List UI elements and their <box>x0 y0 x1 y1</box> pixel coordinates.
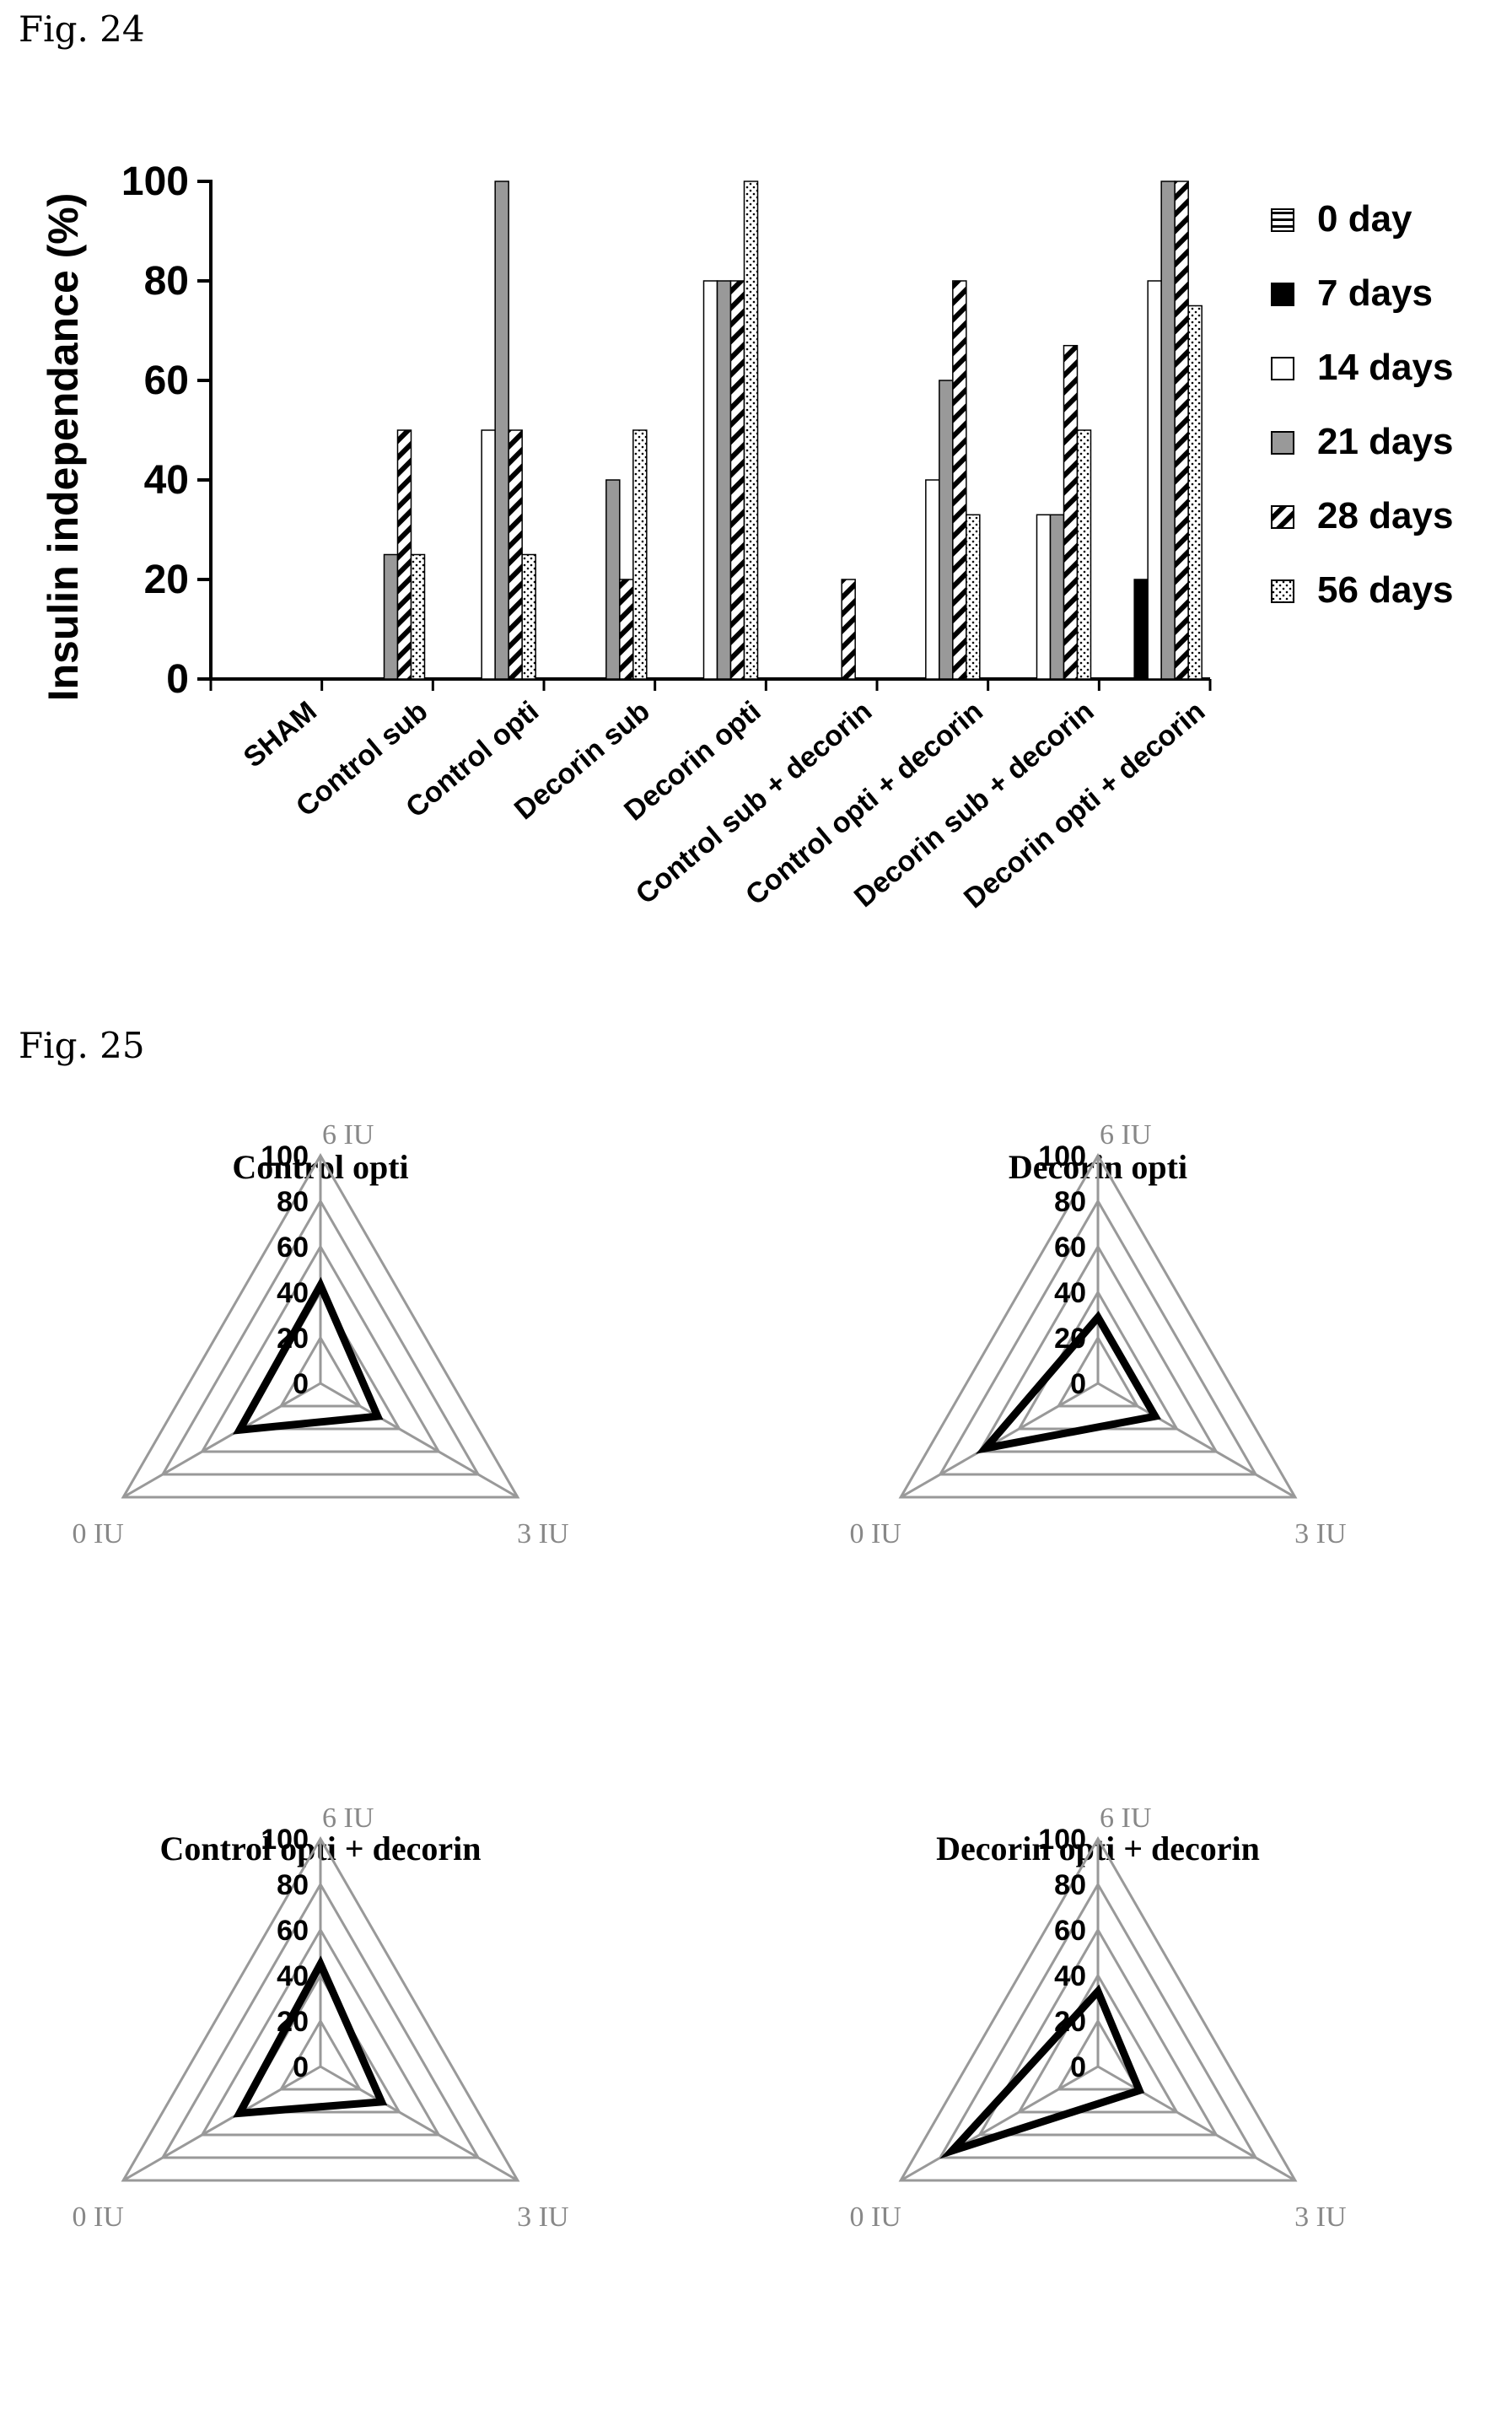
radar-data-series <box>232 1276 384 1435</box>
radar-axis-label: 3 IU <box>517 2202 568 2233</box>
radar-grid-ring <box>278 2018 363 2091</box>
radar-tick-label: 40 <box>1054 1277 1086 1309</box>
radar-grid-ring <box>200 1244 441 1453</box>
radar-grid-ring <box>1016 1973 1180 2114</box>
legend-swatch <box>1271 431 1294 455</box>
radar-tick-label: 80 <box>277 1186 309 1218</box>
radar-grid-ring <box>977 1927 1219 2137</box>
legend-swatch <box>1271 357 1294 380</box>
y-tick-label: 100 <box>121 159 189 204</box>
y-tick-label: 40 <box>144 458 189 503</box>
radar-tick-label: 100 <box>1038 1140 1086 1172</box>
legend-swatch <box>1271 283 1294 306</box>
radar-axis-label: 3 IU <box>1294 2202 1346 2233</box>
radar-axis-label: 6 IU <box>322 1119 374 1151</box>
radar-grid-ring <box>200 1927 441 2137</box>
bar <box>966 514 981 680</box>
radar-grid-ring <box>1056 2018 1140 2091</box>
radar-axis-label: 3 IU <box>1294 1518 1346 1549</box>
bar <box>521 553 536 680</box>
radar-grid-ring <box>160 1198 481 1476</box>
y-axis-title: Insulin independance (%) <box>40 193 87 702</box>
radar-grid-ring <box>121 1835 520 2182</box>
radar-spoke <box>900 2065 1099 2182</box>
radar-grid-ring <box>160 1881 481 2159</box>
radar-spoke <box>122 1382 321 1499</box>
legend-label: 21 days <box>1317 421 1453 462</box>
radar-axis-label: 0 IU <box>849 1518 901 1549</box>
y-tick-label: 80 <box>144 259 189 304</box>
radar-tick-label: 60 <box>1054 1231 1086 1264</box>
radar-tick-label: 100 <box>261 1824 309 1856</box>
radar-tick-label: 40 <box>277 1277 309 1309</box>
legend-swatch <box>1271 208 1294 232</box>
radar-grid-ring <box>938 1882 1258 2159</box>
radar-data-series <box>939 1984 1145 2159</box>
radar-data-series <box>233 1955 388 2118</box>
radar-axis-label: 0 IU <box>72 2202 123 2233</box>
legend-label: 7 days <box>1317 272 1433 314</box>
radar-tick-label: 0 <box>293 1368 309 1400</box>
bar <box>952 280 967 680</box>
y-tick-label: 0 <box>166 657 189 702</box>
y-tick-label: 20 <box>144 558 189 602</box>
radar-tick-label: 40 <box>277 1960 309 1992</box>
radar-axis-label: 6 IU <box>1100 1803 1151 1834</box>
bar <box>841 579 856 680</box>
radar-tick-label: 0 <box>1070 2051 1086 2083</box>
radar-tick-label: 80 <box>277 1869 309 1901</box>
radar-spoke <box>320 1382 519 1499</box>
radar-tick-label: 60 <box>277 1231 309 1264</box>
radar-spoke <box>320 2065 519 2182</box>
radar-axis-label: 0 IU <box>849 2202 901 2233</box>
bar <box>1187 304 1203 680</box>
legend-label: 56 days <box>1317 569 1453 611</box>
radar-grid-ring <box>977 1244 1219 1453</box>
radar-axis-label: 6 IU <box>322 1803 374 1834</box>
radar-data-series <box>975 1310 1161 1454</box>
legend-swatch <box>1271 505 1294 529</box>
bar <box>743 181 759 680</box>
y-tick-label: 60 <box>144 358 189 403</box>
bar <box>1076 429 1092 680</box>
radar-spoke <box>1097 1382 1296 1499</box>
radar-grid-ring <box>121 1152 520 1499</box>
radar-tick-label: 60 <box>1054 1915 1086 1947</box>
radar-grid-ring <box>898 1836 1298 2182</box>
radar-tick-label: 0 <box>1070 1368 1086 1400</box>
radar-spoke <box>900 1382 1099 1499</box>
radar-grid-ring <box>898 1153 1298 1499</box>
radar-tick-label: 60 <box>277 1915 309 1947</box>
radar-spoke <box>1097 2065 1296 2182</box>
fig25-label: Fig. 25 <box>19 1025 145 1066</box>
radar-axis-label: 0 IU <box>72 1518 123 1549</box>
legend-label: 28 days <box>1317 495 1453 536</box>
radar-tick-label: 80 <box>1054 1869 1086 1901</box>
radar-grid-ring <box>938 1199 1258 1476</box>
radar-tick-label: 80 <box>1054 1186 1086 1218</box>
radar-grid-ring <box>1056 1335 1140 1408</box>
legend-label: 14 days <box>1317 347 1453 388</box>
radar-tick-label: 100 <box>261 1140 309 1172</box>
radar-tick-label: 40 <box>1054 1960 1086 1992</box>
radar-axis-label: 6 IU <box>1100 1119 1151 1151</box>
fig24-label: Fig. 24 <box>19 8 145 50</box>
radar-spoke <box>122 2065 321 2182</box>
legend-label: 0 day <box>1317 198 1412 240</box>
radar-tick-label: 0 <box>293 2051 309 2083</box>
bar <box>632 429 648 680</box>
radar-tick-label: 100 <box>1038 1824 1086 1856</box>
radar-grid-ring <box>278 1335 363 1408</box>
legend-swatch <box>1271 579 1294 603</box>
bar <box>410 553 426 680</box>
radar-axis-label: 3 IU <box>517 1518 568 1549</box>
